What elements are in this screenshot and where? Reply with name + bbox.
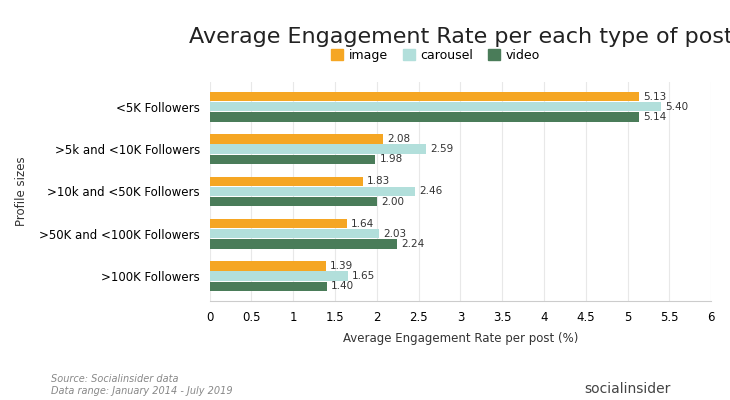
Bar xyxy=(210,261,326,271)
Bar xyxy=(210,154,375,164)
Title: Average Engagement Rate per each type of post: Average Engagement Rate per each type of… xyxy=(188,27,730,47)
Text: 5.14: 5.14 xyxy=(644,112,666,122)
Bar xyxy=(210,187,415,196)
X-axis label: Average Engagement Rate per post (%): Average Engagement Rate per post (%) xyxy=(342,332,578,345)
Text: 5.13: 5.13 xyxy=(642,92,666,102)
Text: 1.98: 1.98 xyxy=(380,154,402,164)
Text: 2.00: 2.00 xyxy=(381,196,404,206)
Bar xyxy=(210,176,363,186)
Text: socialinsider: socialinsider xyxy=(584,382,670,396)
Text: 1.64: 1.64 xyxy=(351,219,374,229)
Bar xyxy=(210,112,639,122)
Text: 2.59: 2.59 xyxy=(430,144,453,154)
Text: 1.65: 1.65 xyxy=(352,271,375,281)
Bar xyxy=(210,102,661,111)
Text: 5.40: 5.40 xyxy=(665,102,688,112)
Text: Source: Socialinsider data
Data range: January 2014 - July 2019: Source: Socialinsider data Data range: J… xyxy=(51,374,233,396)
Bar xyxy=(210,219,347,228)
Bar xyxy=(210,197,377,206)
Text: 2.08: 2.08 xyxy=(388,134,411,144)
Bar xyxy=(210,144,426,154)
Bar xyxy=(210,282,326,291)
Legend: image, carousel, video: image, carousel, video xyxy=(331,49,539,62)
Bar xyxy=(210,92,639,101)
Text: 2.03: 2.03 xyxy=(383,229,407,239)
Bar xyxy=(210,229,380,238)
Text: 1.40: 1.40 xyxy=(331,281,354,291)
Text: 2.46: 2.46 xyxy=(420,186,442,196)
Text: 2.24: 2.24 xyxy=(401,239,424,249)
Bar xyxy=(210,134,383,144)
Bar xyxy=(210,239,397,249)
Y-axis label: Profile sizes: Profile sizes xyxy=(15,157,28,226)
Bar xyxy=(210,272,347,281)
Text: 1.83: 1.83 xyxy=(366,176,390,186)
Text: 1.39: 1.39 xyxy=(330,261,353,271)
